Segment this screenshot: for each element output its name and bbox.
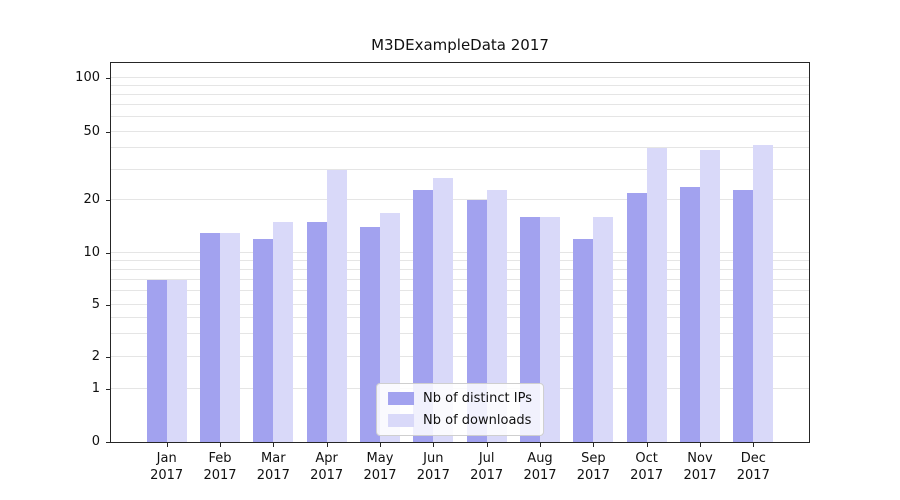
gridline-y-10 [111, 251, 809, 253]
y-tick-label-2: 2 [91, 349, 100, 365]
y-tick-label-1: 1 [91, 381, 100, 397]
y-tick-mark [106, 131, 110, 133]
bar-jul-distinct-ips [466, 200, 487, 442]
y-tick-mark [106, 252, 110, 254]
gridline-y-7 [111, 278, 809, 280]
y-tick-mark [106, 200, 110, 202]
legend: Nb of distinct IPs Nb of downloads [376, 383, 544, 436]
gridline-y-60 [111, 116, 809, 118]
x-tick-label-jul: Jul 2017 [470, 451, 504, 483]
bar-may-distinct-ips [360, 227, 380, 442]
x-tick-mark-dec [753, 443, 755, 447]
bar-nov-distinct-ips [680, 186, 700, 442]
y-tick-mark [106, 442, 110, 443]
y-tick-label-0: 0 [91, 434, 100, 449]
x-tick-mark-may [380, 443, 381, 447]
legend-label-downloads: Nb of downloads [423, 413, 532, 428]
x-tick-mark-mar [273, 443, 275, 447]
legend-item-distinct-ips: Nb of distinct IPs [388, 391, 532, 406]
legend-item-downloads: Nb of downloads [388, 413, 532, 428]
legend-swatch-downloads [388, 414, 415, 427]
bar-mar-downloads [273, 222, 294, 442]
gridline-y-20 [111, 199, 809, 201]
x-tick-label-aug: Aug 2017 [523, 451, 557, 483]
x-tick-mark-feb [220, 443, 221, 447]
y-tick-mark [106, 389, 110, 391]
bar-mar-distinct-ips [253, 239, 274, 442]
x-tick-label-jan: Jan 2017 [150, 451, 184, 483]
x-tick-mark-jan [166, 443, 168, 447]
x-tick-mark-oct [646, 443, 648, 447]
x-tick-mark-aug [540, 443, 541, 447]
y-tick-label-20: 20 [83, 192, 100, 208]
x-tick-mark-jun [433, 443, 435, 447]
bar-feb-downloads [220, 232, 240, 442]
plot-area: Nb of distinct IPs Nb of downloads [110, 62, 810, 443]
y-tick-label-50: 50 [83, 123, 100, 139]
bar-jun-downloads [433, 177, 454, 442]
gridline-y-40 [111, 147, 809, 149]
x-tick-label-apr: Apr 2017 [310, 451, 344, 483]
gridline-y-70 [111, 104, 809, 106]
y-tick-label-10: 10 [83, 244, 100, 260]
gridline-y-6 [111, 290, 809, 292]
y-tick-mark [106, 304, 110, 306]
bar-dec-downloads [753, 144, 774, 442]
x-tick-label-feb: Feb 2017 [203, 451, 237, 483]
x-tick-label-dec: Dec 2017 [736, 451, 770, 483]
y-tick-mark [106, 77, 110, 79]
x-tick-label-sep: Sep 2017 [576, 451, 610, 483]
gridline-y-30 [111, 168, 809, 170]
bar-jul-downloads [486, 189, 507, 442]
bar-sep-downloads [593, 217, 614, 442]
y-tick-label-5: 5 [91, 296, 100, 312]
gridline-y-100 [111, 76, 809, 78]
legend-swatch-distinct-ips [388, 392, 415, 405]
x-tick-mark-nov [700, 443, 701, 447]
bar-nov-downloads [700, 150, 720, 442]
bar-oct-distinct-ips [626, 193, 647, 442]
gridline-y-80 [111, 94, 809, 96]
gridline-y-3 [111, 333, 809, 335]
legend-label-distinct-ips: Nb of distinct IPs [423, 391, 532, 406]
y-tick-mark [106, 357, 110, 359]
gridline-y-5 [111, 303, 809, 305]
chart-title: M3DExampleData 2017 [371, 36, 549, 54]
x-tick-mark-apr [326, 443, 328, 447]
bar-aug-downloads [540, 217, 560, 442]
bar-oct-downloads [646, 148, 667, 442]
bar-apr-distinct-ips [306, 222, 327, 442]
gridline-y-8 [111, 268, 809, 270]
x-tick-mark-jul [486, 443, 488, 447]
bar-jun-distinct-ips [413, 189, 434, 442]
x-tick-label-may: May 2017 [363, 451, 397, 483]
gridline-y-4 [111, 316, 809, 318]
y-tick-label-100: 100 [75, 69, 100, 85]
x-tick-label-nov: Nov 2017 [683, 451, 717, 483]
bar-apr-downloads [326, 169, 347, 442]
bar-sep-distinct-ips [573, 239, 594, 442]
x-tick-label-jun: Jun 2017 [416, 451, 450, 483]
bar-jan-distinct-ips [146, 279, 167, 442]
bar-jan-downloads [166, 279, 187, 442]
gridline-y-90 [111, 84, 809, 86]
gridline-y-9 [111, 259, 809, 261]
x-tick-label-mar: Mar 2017 [256, 451, 290, 483]
bar-feb-distinct-ips [200, 232, 220, 442]
bar-dec-distinct-ips [733, 189, 754, 442]
x-tick-label-oct: Oct 2017 [630, 451, 664, 483]
gridline-y-50 [111, 130, 809, 132]
gridline-y-2 [111, 356, 809, 358]
x-tick-mark-sep [593, 443, 595, 447]
